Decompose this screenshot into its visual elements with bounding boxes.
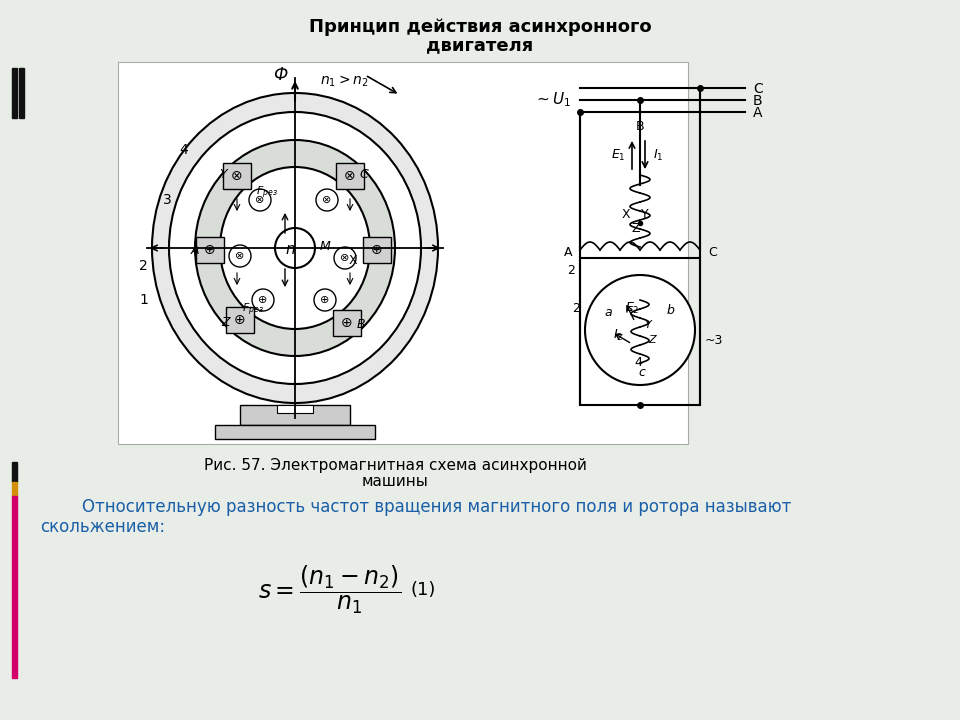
- Text: ⊕: ⊕: [258, 295, 268, 305]
- Text: ⊗: ⊗: [345, 169, 356, 183]
- Text: ⊗: ⊗: [323, 195, 332, 205]
- Text: 4: 4: [180, 143, 188, 157]
- Text: Z: Z: [648, 335, 656, 345]
- Text: ⊕: ⊕: [204, 243, 216, 257]
- Ellipse shape: [169, 112, 421, 384]
- Text: скольжением:: скольжением:: [40, 518, 165, 536]
- Bar: [580, 258, 700, 405]
- Text: C: C: [708, 246, 717, 258]
- Bar: [215, 425, 375, 439]
- Text: 1: 1: [139, 293, 148, 307]
- Text: Относительную разность частот вращения магнитного поля и ротора называют: Относительную разность частот вращения м…: [40, 498, 791, 516]
- Circle shape: [334, 247, 356, 269]
- Text: $E_2$: $E_2$: [625, 300, 639, 315]
- Text: Ф: Ф: [273, 66, 287, 84]
- Text: ⊕: ⊕: [372, 243, 383, 257]
- Text: $M$: $M$: [319, 240, 331, 253]
- Text: $n_1 > n_2$: $n_1 > n_2$: [320, 73, 369, 89]
- Text: Рис. 57. Электромагнитная схема асинхронной: Рис. 57. Электромагнитная схема асинхрон…: [204, 458, 587, 473]
- Text: $\sim U_1$: $\sim U_1$: [535, 91, 572, 109]
- Text: C: C: [360, 168, 369, 181]
- Circle shape: [275, 228, 315, 268]
- Bar: [12, 496, 17, 678]
- Bar: [118, 62, 688, 444]
- Text: $I_2$: $I_2$: [612, 328, 623, 343]
- Text: Принцип действия асинхронного: Принцип действия асинхронного: [309, 18, 651, 36]
- Text: Y: Y: [644, 320, 652, 330]
- Text: c: c: [638, 366, 645, 379]
- Bar: [333, 310, 361, 336]
- Bar: [196, 237, 224, 263]
- Bar: [226, 307, 254, 333]
- Text: A: A: [564, 246, 572, 258]
- Text: X: X: [622, 209, 631, 222]
- Text: 4: 4: [634, 356, 642, 369]
- Text: A: A: [191, 243, 200, 256]
- Text: ⊕: ⊕: [321, 295, 329, 305]
- Text: машины: машины: [362, 474, 428, 489]
- Circle shape: [249, 189, 271, 211]
- Text: 2: 2: [139, 259, 148, 273]
- Text: двигателя: двигателя: [426, 36, 534, 54]
- Text: $F_{рез}$: $F_{рез}$: [242, 302, 264, 318]
- Bar: [336, 163, 364, 189]
- Bar: [223, 163, 251, 189]
- Text: $F_{рез}$: $F_{рез}$: [256, 185, 278, 201]
- Text: X: X: [348, 253, 357, 266]
- Text: a: a: [604, 305, 612, 318]
- Text: $s = \dfrac{(n_1 - n_2)}{n_1}$: $s = \dfrac{(n_1 - n_2)}{n_1}$: [258, 564, 401, 616]
- Text: C: C: [753, 82, 763, 96]
- Text: ⊕: ⊕: [234, 313, 246, 327]
- Text: ~3: ~3: [705, 333, 724, 346]
- Circle shape: [229, 245, 251, 267]
- Text: Z: Z: [632, 222, 640, 235]
- Text: B: B: [636, 120, 644, 133]
- Text: 2: 2: [572, 302, 580, 315]
- Text: $I_1$: $I_1$: [653, 148, 663, 163]
- Text: A: A: [753, 106, 762, 120]
- Bar: [12, 68, 17, 118]
- Circle shape: [585, 275, 695, 385]
- Text: b: b: [666, 304, 674, 317]
- Text: ⊗: ⊗: [255, 195, 265, 205]
- Bar: [363, 237, 391, 263]
- Bar: [12, 482, 17, 496]
- Ellipse shape: [195, 140, 395, 356]
- Bar: [12, 462, 17, 482]
- Text: 2: 2: [567, 264, 575, 276]
- Text: B: B: [357, 318, 366, 331]
- Ellipse shape: [220, 167, 370, 329]
- Bar: [277, 405, 313, 413]
- Text: 3: 3: [163, 193, 172, 207]
- Ellipse shape: [152, 93, 438, 403]
- Bar: [19, 68, 24, 118]
- Text: ⊕: ⊕: [341, 316, 353, 330]
- Text: Y: Y: [219, 168, 227, 181]
- Circle shape: [252, 289, 274, 311]
- Text: Z: Z: [222, 315, 230, 328]
- Text: Y: Y: [641, 209, 649, 222]
- Circle shape: [314, 289, 336, 311]
- Text: ⊗: ⊗: [235, 251, 245, 261]
- Text: B: B: [753, 94, 762, 108]
- Text: $E_1$: $E_1$: [611, 148, 625, 163]
- Text: ⊗: ⊗: [231, 169, 243, 183]
- Circle shape: [316, 189, 338, 211]
- Text: (1): (1): [410, 581, 436, 599]
- Bar: [240, 405, 350, 425]
- Text: ⊗: ⊗: [340, 253, 349, 263]
- Text: $n$: $n$: [285, 243, 296, 258]
